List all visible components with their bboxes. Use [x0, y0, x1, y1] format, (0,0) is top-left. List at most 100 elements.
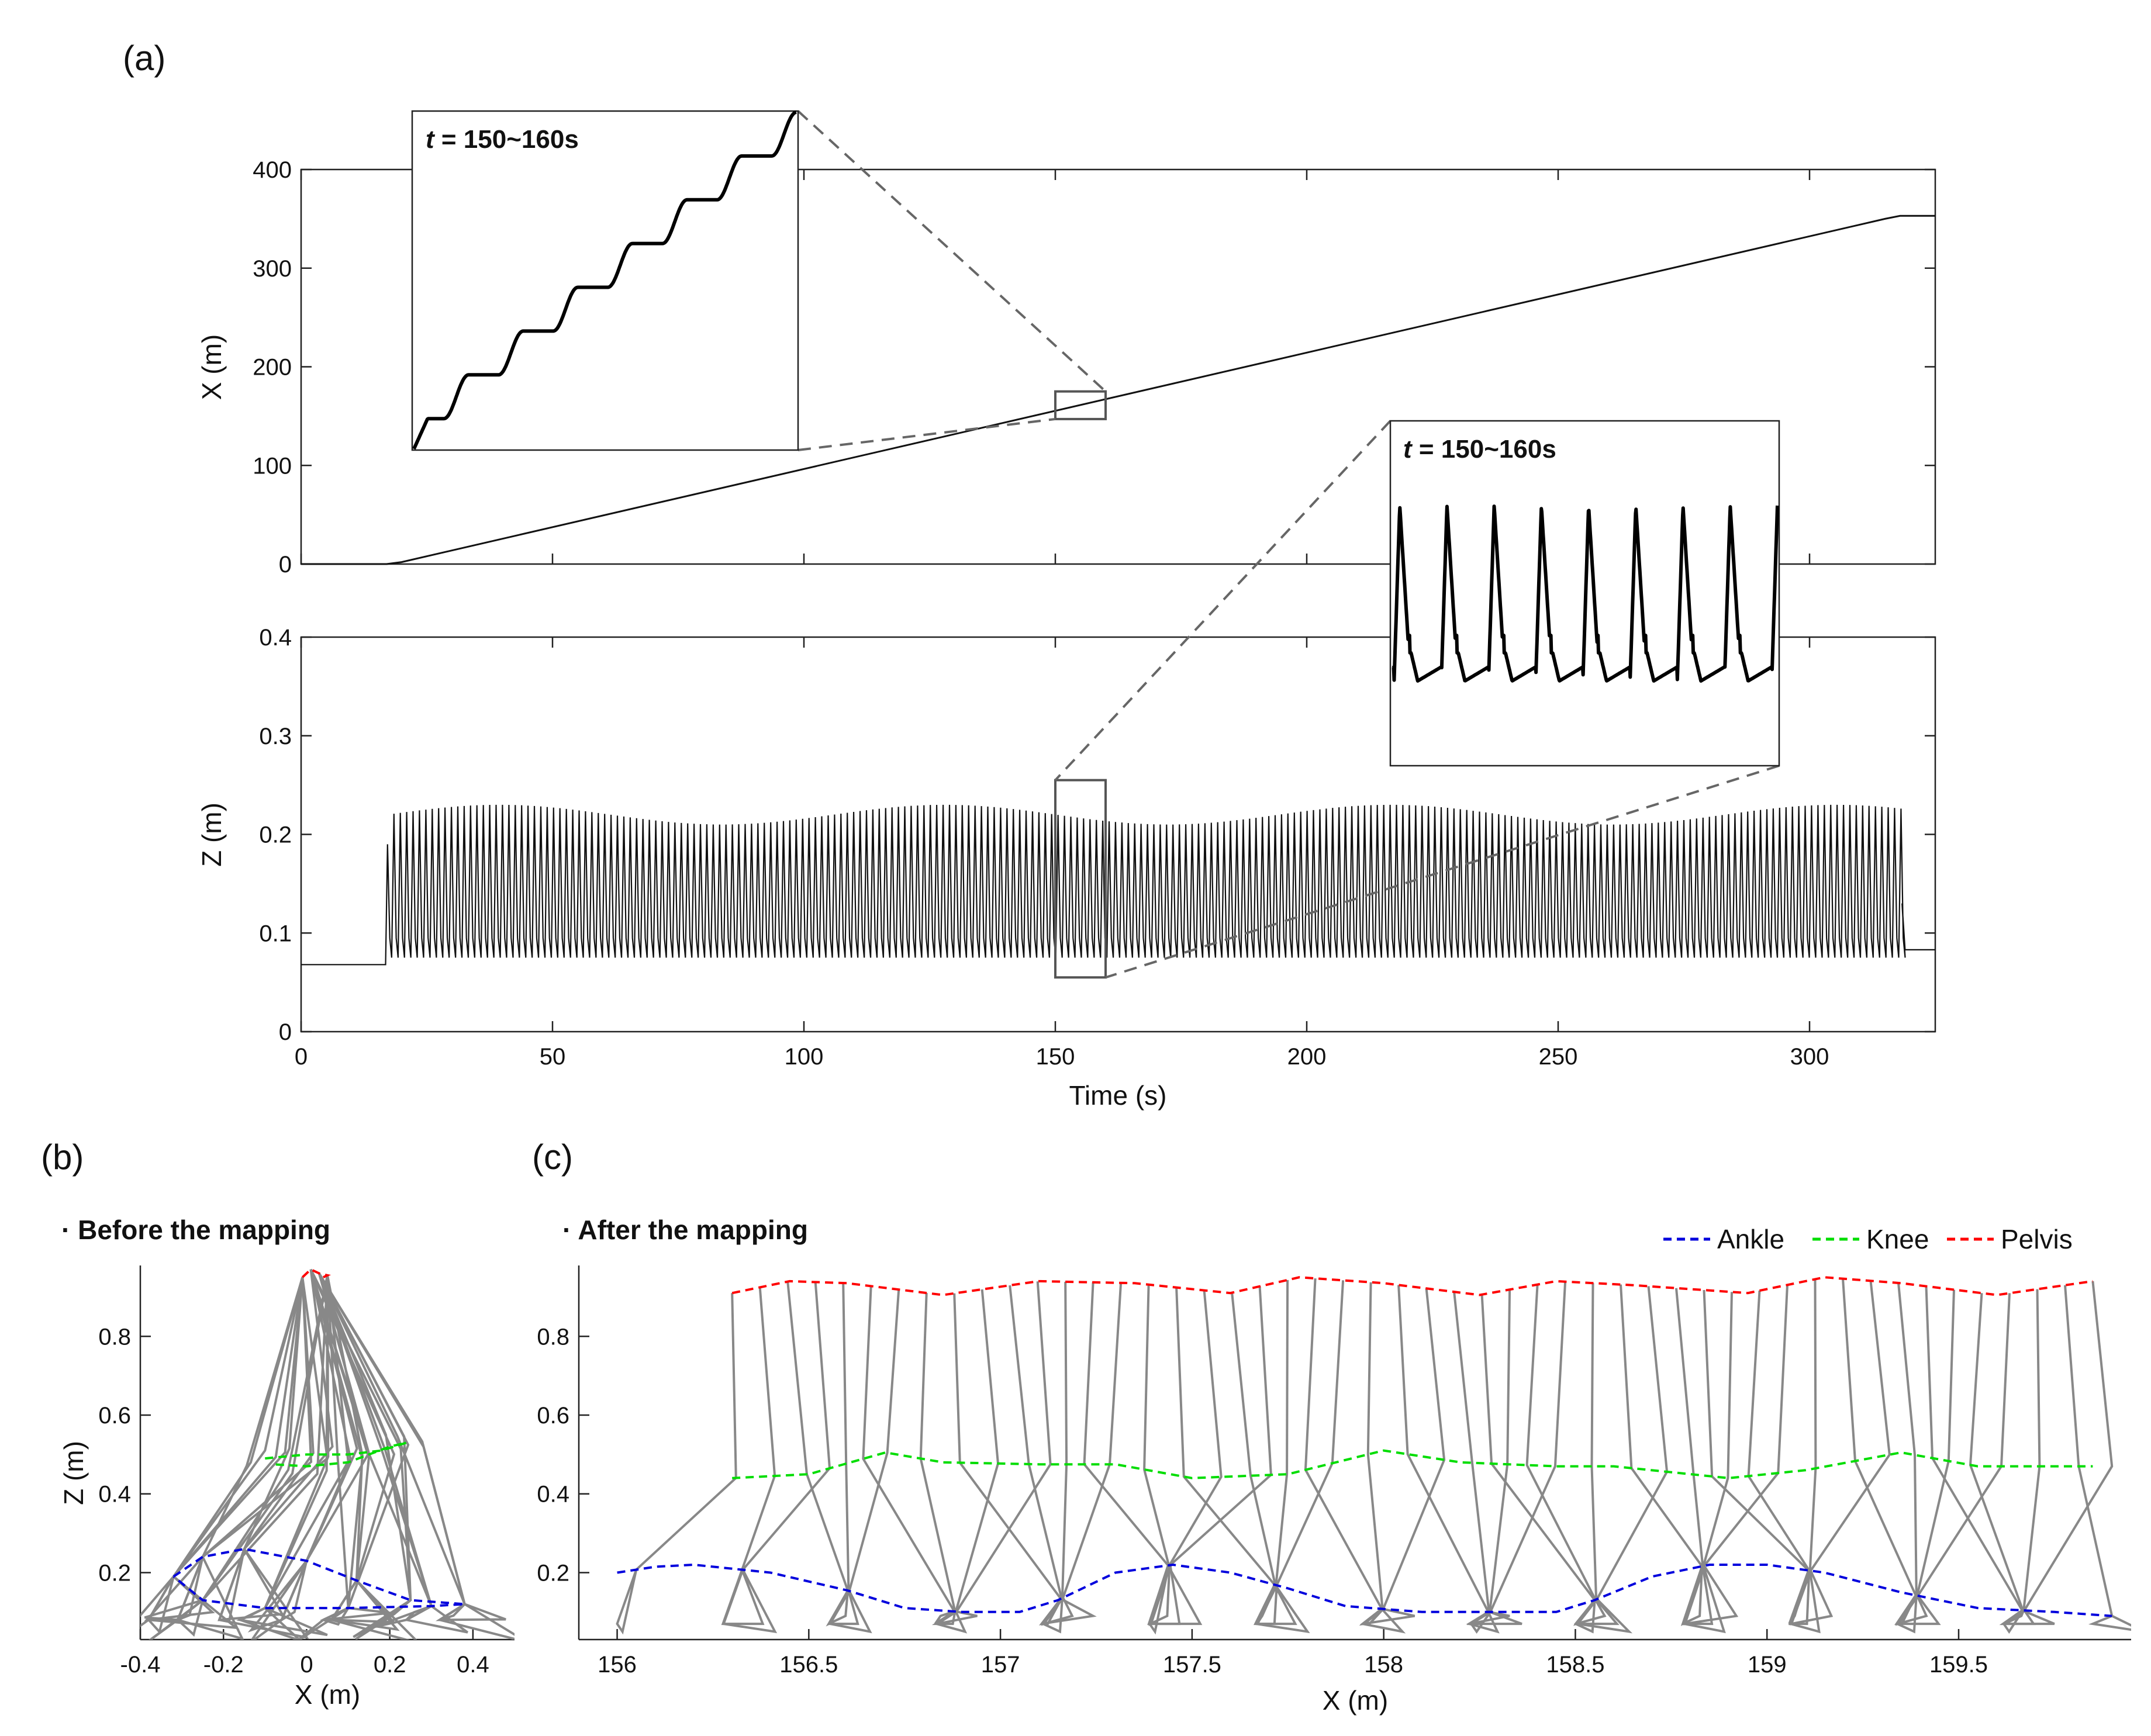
- leg-stick: [1255, 1280, 1345, 1626]
- knee-trajectory: [265, 1441, 407, 1468]
- leg-stick: [1397, 1285, 1500, 1634]
- x-tick-label: 0.4: [457, 1652, 489, 1678]
- ankle-trajectory: [172, 1548, 465, 1610]
- x-tick-label: 158: [1364, 1652, 1403, 1678]
- x-time-inset-label: t = 150~160s: [426, 125, 579, 154]
- x-tick-label: 200: [1287, 1044, 1327, 1070]
- leg-stick: [934, 1289, 1000, 1634]
- pelvis-trajectory: [731, 1276, 2093, 1296]
- y-tick-label: 200: [253, 355, 292, 381]
- leg-stick: [919, 1293, 957, 1626]
- leg-stick: [1895, 1282, 1918, 1634]
- leg-stick: [1009, 1285, 1063, 1626]
- panel-label-c: (c): [532, 1137, 573, 1177]
- x-tick-label: -0.4: [120, 1652, 161, 1678]
- leg-stick: [786, 1281, 850, 1627]
- leg-stick: [937, 1281, 1052, 1626]
- leg-stick: [828, 1289, 900, 1634]
- x-tick-label: 159.5: [1929, 1652, 1988, 1678]
- y-tick-label: 0.2: [537, 1560, 569, 1586]
- leg-stick: [176, 1277, 329, 1640]
- leg-stick: [1453, 1291, 1510, 1626]
- leg-stick: [1620, 1284, 1704, 1626]
- z-time-inset-oscillation: [1391, 504, 1779, 683]
- x-tick-label: 100: [785, 1044, 824, 1070]
- z-time-zoom-connector: [1105, 765, 1780, 979]
- after-legend: Ankle Knee Pelvis: [1663, 1224, 2073, 1254]
- leg-stick: [1041, 1282, 1123, 1626]
- z-time-inset-label: t = 150~160s: [1403, 435, 1556, 464]
- x-tick-label: 0: [300, 1652, 313, 1678]
- leg-stick: [217, 1269, 334, 1623]
- z-time-ylabel: Z (m): [196, 803, 227, 867]
- x-tick-label: 0.2: [374, 1652, 406, 1678]
- before-mapping-title: · Before the mapping: [61, 1215, 330, 1245]
- y-tick-label: 0.8: [537, 1324, 569, 1350]
- x-time-inset: t = 150~160s: [411, 110, 799, 451]
- leg-stick: [1925, 1286, 2055, 1626]
- x-tick-label: 156: [598, 1652, 637, 1678]
- inset-label-rest: = 150~160s: [1412, 435, 1556, 464]
- leg-stick: [175, 1275, 329, 1637]
- x-time-inset-frame: [411, 110, 799, 451]
- legend-label-ankle: Ankle: [1717, 1224, 1784, 1254]
- inset-label-rest: = 150~160s: [434, 125, 579, 154]
- leg-stick: [1148, 1290, 1223, 1626]
- y-tick-label: 400: [253, 157, 292, 183]
- leg-stick: [862, 1286, 957, 1625]
- x-tick-label: 300: [1790, 1044, 1829, 1070]
- leg-stick: [2001, 1281, 2114, 1626]
- before-ylabel: Z (m): [58, 1441, 89, 1505]
- leg-stick: [1969, 1293, 2025, 1634]
- x-tick-label: 250: [1539, 1044, 1578, 1070]
- x-time-zoom-connector: [797, 417, 1056, 451]
- y-tick-label: 0: [279, 1019, 292, 1045]
- leg-stick: [1361, 1288, 1446, 1626]
- z-time-inset: t = 150~160s: [1389, 420, 1780, 767]
- after-mapping-chart: · After the mapping 0.2 0.4 0.6 0.8 156 156.…: [537, 1215, 2131, 1716]
- x-tick-label: 158.5: [1546, 1652, 1604, 1678]
- y-tick-label: 0: [279, 552, 292, 577]
- leg-stick: [1896, 1293, 2011, 1626]
- z-time-chart: 0 0.1 0.2 0.3 0.4 0 50 100 150 200 250 300 Z (m) T…: [196, 420, 1936, 1111]
- x-tick-label: 156.5: [779, 1652, 838, 1678]
- leg-stick: [1480, 1294, 1596, 1634]
- leg-stick: [1842, 1278, 1917, 1626]
- leg-stick: [317, 1272, 433, 1628]
- y-tick-label: 0.1: [259, 921, 292, 946]
- leg-stick: [722, 1282, 831, 1634]
- leg-stick: [317, 1272, 412, 1640]
- x-tick-label: 0: [295, 1044, 308, 1070]
- x-time-chart: 0 100 200 300 400 X (m) t = 150~160s: [196, 110, 1936, 577]
- x-time-inset-staircase: [412, 110, 797, 450]
- leg-stick: [239, 1275, 329, 1621]
- z-time-xlabel: Time (s): [1069, 1080, 1167, 1111]
- y-tick-label: 100: [253, 453, 292, 479]
- y-tick-label: 0.8: [98, 1324, 131, 1350]
- panel-label-a: (a): [123, 39, 165, 78]
- y-tick-label: 0.3: [259, 724, 292, 749]
- x-tick-label: 157.5: [1163, 1652, 1221, 1678]
- ankle-trajectory: [617, 1563, 2112, 1617]
- y-tick-label: 0.4: [98, 1482, 131, 1507]
- x-tick-label: 150: [1036, 1044, 1075, 1070]
- after-mapping-title: · After the mapping: [562, 1215, 808, 1245]
- x-tick-label: 50: [540, 1044, 566, 1070]
- leg-stick: [1790, 1281, 1891, 1626]
- x-tick-label: -0.2: [203, 1652, 244, 1678]
- x-tick-label: 157: [981, 1652, 1020, 1678]
- z-time-zoom-connector: [1054, 420, 1392, 781]
- y-tick-label: 300: [253, 256, 292, 282]
- legend-label-pelvis: Pelvis: [2001, 1224, 2073, 1254]
- x-time-ylabel: X (m): [196, 334, 227, 400]
- leg-stick: [1575, 1286, 1669, 1634]
- x-time-line: [301, 215, 1935, 565]
- z-time-line: [301, 804, 1935, 966]
- knee-trajectory: [732, 1449, 2093, 1479]
- inset-label-italic: t: [1403, 435, 1413, 464]
- leg-stick: [616, 1293, 737, 1635]
- after-xlabel: X (m): [1323, 1685, 1388, 1716]
- panel-label-b: (b): [41, 1137, 84, 1177]
- x-time-zoom-box: [1054, 390, 1107, 420]
